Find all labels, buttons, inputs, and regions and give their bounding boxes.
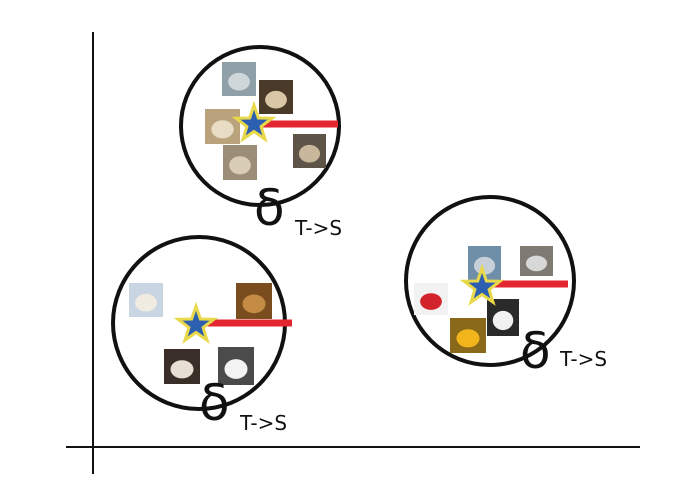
delta-subscript: T->S bbox=[239, 411, 287, 435]
photo-subject bbox=[265, 90, 287, 109]
photo-subject bbox=[229, 156, 251, 175]
photo-subject bbox=[228, 72, 250, 91]
delta-label: δ T->S bbox=[520, 322, 607, 380]
photo-subject bbox=[456, 329, 480, 348]
photo-subject bbox=[135, 293, 157, 312]
photo-subject bbox=[473, 256, 496, 275]
photo-subject bbox=[525, 255, 548, 272]
delta-label: δ T->S bbox=[199, 374, 287, 435]
delta-subscript: T->S bbox=[294, 216, 342, 240]
cluster-cars: δ T->S bbox=[404, 195, 607, 380]
centroid-star-icon bbox=[176, 304, 216, 342]
photo-subject bbox=[224, 359, 248, 379]
cluster-boundary bbox=[404, 195, 576, 367]
photo-subject bbox=[242, 294, 266, 314]
cluster-boundary bbox=[179, 45, 341, 207]
delta-symbol: δ bbox=[199, 374, 230, 432]
photo-subject bbox=[211, 120, 234, 139]
delta-label: δ T->S bbox=[254, 179, 342, 240]
cluster-cats: δ T->S bbox=[179, 45, 342, 240]
cluster-dogs: δ T->S bbox=[111, 235, 292, 435]
delta-symbol: δ bbox=[520, 322, 551, 380]
delta-subscript: T->S bbox=[559, 347, 607, 371]
photo-subject bbox=[492, 310, 514, 331]
photo-subject bbox=[298, 144, 321, 163]
photo-subject bbox=[170, 360, 194, 379]
photo-subject bbox=[420, 293, 442, 310]
delta-symbol: δ bbox=[254, 179, 285, 237]
